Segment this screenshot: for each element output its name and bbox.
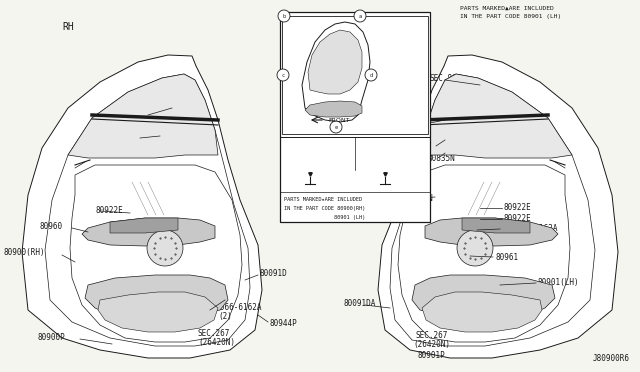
- Polygon shape: [412, 275, 555, 317]
- Text: 80091DA: 80091DA: [344, 298, 376, 308]
- Text: 80834N: 80834N: [173, 108, 201, 116]
- Text: c: c: [282, 73, 285, 77]
- Text: (2): (2): [516, 232, 530, 241]
- Polygon shape: [378, 55, 618, 358]
- Text: 80960: 80960: [40, 221, 63, 231]
- Text: ★ 80900FC(LH): ★ 80900FC(LH): [359, 160, 401, 165]
- Bar: [282, 16, 428, 134]
- Text: 80091D: 80091D: [260, 269, 288, 279]
- Circle shape: [277, 69, 289, 81]
- Text: ®08566-6162A: ®08566-6162A: [502, 224, 557, 232]
- Text: b: b: [282, 13, 285, 19]
- Text: SEC.267: SEC.267: [415, 330, 447, 340]
- Text: ★ 80900FA(LH): ★ 80900FA(LH): [284, 160, 326, 165]
- Text: (26420N): (26420N): [198, 339, 235, 347]
- Text: PARTS MARKED▲ARE INCLUDED: PARTS MARKED▲ARE INCLUDED: [460, 6, 554, 11]
- Circle shape: [147, 230, 183, 266]
- Text: SEC.800: SEC.800: [173, 99, 205, 108]
- Text: d: d: [369, 73, 372, 77]
- Text: IN THE PART CODE 80900(RH): IN THE PART CODE 80900(RH): [284, 206, 365, 211]
- Text: 80940A: 80940A: [420, 141, 448, 151]
- Text: 80900(RH): 80900(RH): [4, 248, 45, 257]
- Text: 80961: 80961: [495, 253, 518, 262]
- Polygon shape: [398, 165, 570, 342]
- Text: 80922E: 80922E: [504, 214, 532, 222]
- Text: PARTS MARKED★ARE INCLUDED: PARTS MARKED★ARE INCLUDED: [284, 197, 362, 202]
- Text: 80944P: 80944P: [270, 318, 298, 327]
- Polygon shape: [45, 74, 250, 346]
- Circle shape: [330, 121, 342, 133]
- Bar: [280, 12, 430, 222]
- Polygon shape: [82, 218, 215, 246]
- Text: ▲80951: ▲80951: [378, 160, 406, 170]
- Text: LH: LH: [388, 22, 400, 32]
- Text: 80922E: 80922E: [95, 205, 123, 215]
- Text: 80900P: 80900P: [38, 333, 66, 341]
- Text: 80835N: 80835N: [428, 154, 456, 163]
- Text: 80901 (LH): 80901 (LH): [284, 215, 365, 220]
- Polygon shape: [98, 292, 218, 332]
- Polygon shape: [422, 292, 542, 332]
- Text: e: e: [335, 125, 337, 129]
- Polygon shape: [68, 74, 218, 158]
- Polygon shape: [305, 101, 362, 117]
- Text: (26420N): (26420N): [413, 340, 450, 349]
- Text: 80953Y: 80953Y: [408, 119, 436, 128]
- Circle shape: [365, 69, 377, 81]
- Text: a): a): [284, 142, 291, 147]
- Text: FRONT: FRONT: [328, 118, 349, 122]
- Polygon shape: [110, 218, 178, 233]
- Text: b): b): [359, 142, 365, 147]
- Circle shape: [457, 230, 493, 266]
- Polygon shape: [22, 55, 262, 358]
- Text: 80922E: 80922E: [504, 202, 532, 212]
- Polygon shape: [425, 218, 558, 246]
- Text: J80900R6: J80900R6: [593, 354, 630, 363]
- Text: ★ 80900FB(RH): ★ 80900FB(RH): [359, 152, 401, 157]
- Text: ®08566-6162A: ®08566-6162A: [206, 302, 262, 311]
- Text: 80901P: 80901P: [418, 352, 445, 360]
- Polygon shape: [70, 165, 242, 342]
- Text: 80901(LH): 80901(LH): [538, 278, 580, 286]
- Text: 80922E: 80922E: [162, 131, 189, 141]
- Text: ★ 80900F (RH): ★ 80900F (RH): [284, 152, 326, 157]
- Text: (2): (2): [218, 312, 232, 321]
- Polygon shape: [308, 30, 362, 94]
- Circle shape: [278, 10, 290, 22]
- Polygon shape: [422, 74, 572, 158]
- Text: RH: RH: [62, 22, 74, 32]
- Text: IN THE PART CODE 80901 (LH): IN THE PART CODE 80901 (LH): [460, 14, 561, 19]
- Text: 80953N: 80953N: [405, 193, 433, 202]
- Circle shape: [354, 10, 366, 22]
- Text: SEC.267: SEC.267: [198, 330, 230, 339]
- Polygon shape: [390, 74, 595, 346]
- Text: SEC.800: SEC.800: [430, 74, 462, 83]
- Polygon shape: [462, 218, 530, 233]
- Polygon shape: [302, 22, 370, 122]
- Polygon shape: [85, 275, 228, 317]
- Text: a: a: [358, 13, 362, 19]
